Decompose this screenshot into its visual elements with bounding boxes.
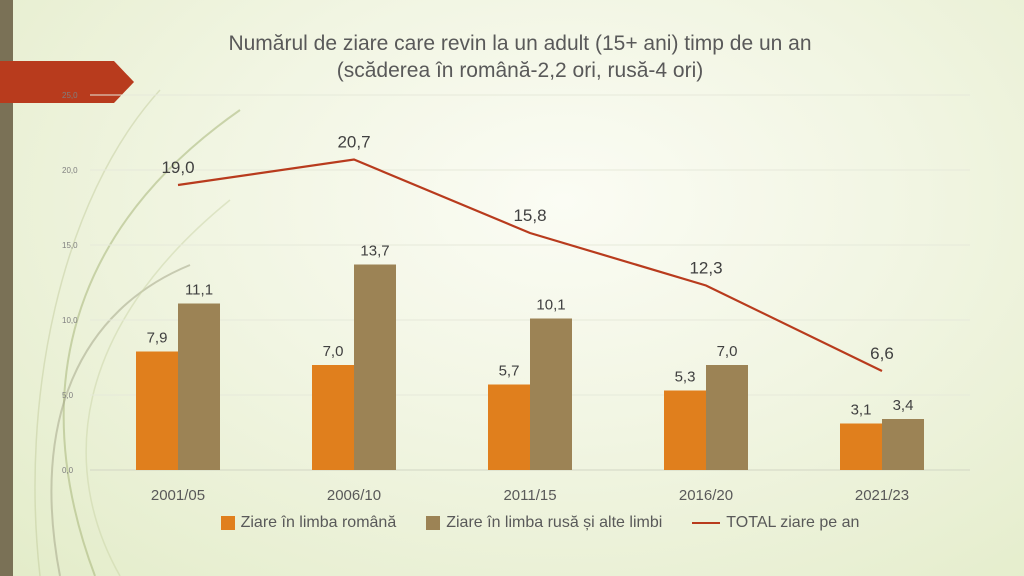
left-accent-bar xyxy=(0,0,13,576)
bar xyxy=(136,351,178,470)
bar xyxy=(488,384,530,470)
bar-data-label: 11,1 xyxy=(185,282,213,299)
bar-data-label: 7,9 xyxy=(147,330,168,347)
chart-legend: Ziare în limba română Ziare în limba rus… xyxy=(160,512,920,534)
bar-data-label: 5,7 xyxy=(499,363,520,380)
bar-data-label: 3,1 xyxy=(851,402,872,419)
bar xyxy=(178,303,220,470)
y-tick-label: 20,0 xyxy=(62,166,78,175)
line-data-label: 20,7 xyxy=(337,133,370,152)
x-tick-label: 2021/23 xyxy=(855,487,909,504)
bar-data-label: 3,4 xyxy=(893,397,914,414)
x-tick-label: 2016/20 xyxy=(679,487,733,504)
legend-swatch-romana xyxy=(220,516,235,530)
legend-swatch-rusa xyxy=(426,516,441,530)
y-tick-label: 15,0 xyxy=(62,241,78,250)
legend-label-total: TOTAL ziare pe an xyxy=(726,514,860,531)
line-data-label: 12,3 xyxy=(689,259,722,278)
y-tick-label: 25,0 xyxy=(62,91,78,100)
line-data-label: 6,6 xyxy=(870,344,894,363)
y-tick-label: 10,0 xyxy=(62,316,78,325)
legend-item-total: TOTAL ziare pe an xyxy=(692,514,859,532)
bar-data-label: 5,3 xyxy=(675,369,696,386)
bar-data-label: 7,0 xyxy=(323,343,344,360)
chart-title: Numărul de ziare care revin la un adult … xyxy=(228,32,812,55)
bar xyxy=(530,318,572,470)
bar-data-label: 13,7 xyxy=(360,243,389,260)
bar xyxy=(664,390,706,470)
bar xyxy=(840,423,882,470)
chart-subtitle: (scăderea în română-2,2 ori, rusă-4 ori) xyxy=(336,59,704,82)
bar-data-label: 10,1 xyxy=(536,297,565,314)
bar xyxy=(312,365,354,470)
line-data-label: 19,0 xyxy=(161,158,194,177)
total-line xyxy=(177,158,883,372)
line-data-label: 15,8 xyxy=(513,206,546,225)
x-tick-label: 2011/15 xyxy=(503,487,556,504)
legend-label-romana: Ziare în limba română xyxy=(240,514,397,531)
title-ribbon-arrow xyxy=(0,61,134,103)
bar-data-label: 7,0 xyxy=(717,343,738,360)
bar xyxy=(882,419,924,470)
chart-title-block: Numărul de ziare care revin la un adult … xyxy=(150,30,890,84)
bar xyxy=(354,264,396,470)
bar xyxy=(706,365,748,470)
x-tick-label: 2006/10 xyxy=(327,487,381,504)
legend-item-romana: Ziare în limba română xyxy=(220,514,397,532)
legend-item-rusa: Ziare în limba rusă și alte limbi xyxy=(426,514,662,532)
x-tick-label: 2001/05 xyxy=(151,487,205,504)
y-tick-label: 5,0 xyxy=(62,391,74,400)
legend-label-rusa: Ziare în limba rusă și alte limbi xyxy=(446,514,663,531)
y-tick-label: 0,0 xyxy=(62,466,74,475)
legend-swatch-total xyxy=(692,521,721,525)
